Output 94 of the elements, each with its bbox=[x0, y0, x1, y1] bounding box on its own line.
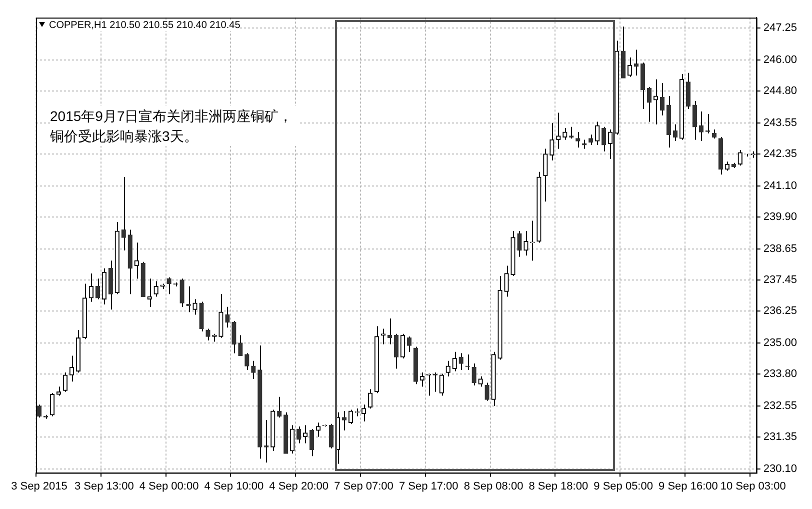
candlestick bbox=[602, 126, 606, 152]
y-tick-label: 242.35 bbox=[763, 148, 798, 160]
x-tick-label: 8 Sep 18:00 bbox=[528, 480, 588, 492]
candlestick bbox=[569, 126, 574, 139]
candlestick bbox=[244, 352, 250, 370]
candlestick bbox=[88, 272, 94, 302]
candlestick bbox=[627, 56, 632, 78]
candlestick bbox=[309, 428, 314, 457]
candlestick bbox=[712, 128, 717, 139]
y-tick-label: 247.25 bbox=[763, 22, 798, 34]
y-tick-label: 243.55 bbox=[763, 117, 798, 130]
y-tick-label: 237.45 bbox=[763, 274, 798, 286]
x-tick-label: 10 Sep 03:00 bbox=[720, 480, 786, 492]
candlestick bbox=[368, 388, 373, 410]
candlestick bbox=[290, 424, 295, 454]
candlestick bbox=[562, 128, 568, 140]
candlestick bbox=[361, 404, 366, 422]
candlestick bbox=[232, 320, 236, 354]
y-tick-label: 235.00 bbox=[763, 336, 798, 349]
candlestick bbox=[446, 360, 450, 377]
candlestick bbox=[166, 276, 172, 295]
y-tick-label: 241.10 bbox=[763, 180, 798, 192]
candlestick bbox=[692, 100, 698, 140]
candlestick bbox=[550, 122, 554, 161]
x-tick-label: 3 Sep 13:00 bbox=[74, 480, 134, 492]
candlestick bbox=[394, 333, 399, 370]
candlestick bbox=[303, 424, 308, 444]
candlestick bbox=[180, 278, 184, 308]
candlestick bbox=[738, 150, 742, 166]
candlestick bbox=[478, 376, 483, 388]
y-tick-label: 231.35 bbox=[763, 430, 798, 443]
y-tick-label: 239.90 bbox=[763, 210, 798, 223]
candlestick bbox=[439, 373, 444, 396]
candlestick bbox=[277, 396, 282, 418]
annotation: 2015年9月7日宣布关闭非洲两座铜矿，铜价受此影响暴涨3天。 bbox=[50, 106, 300, 146]
candlestick bbox=[251, 360, 256, 380]
candlestick bbox=[595, 121, 600, 146]
candlestick bbox=[672, 124, 678, 142]
candlestick bbox=[458, 352, 464, 370]
candlestick bbox=[154, 280, 158, 298]
x-tick-label: 7 Sep 17:00 bbox=[398, 480, 458, 492]
candlestick bbox=[608, 128, 613, 160]
x-tick-label: 4 Sep 20:00 bbox=[269, 480, 329, 492]
candlestick bbox=[342, 410, 347, 431]
candlestick bbox=[328, 423, 334, 449]
x-tick-label: 4 Sep 10:00 bbox=[204, 480, 264, 492]
candlestick bbox=[653, 78, 658, 125]
candlestick bbox=[69, 355, 74, 382]
candlestick bbox=[316, 422, 321, 438]
candlestick bbox=[218, 294, 224, 338]
candlestick bbox=[634, 49, 639, 76]
x-tick-label: 9 Sep 16:00 bbox=[658, 480, 718, 492]
candlestick bbox=[348, 409, 354, 424]
candlestick bbox=[576, 132, 580, 148]
x-tick-label: 8 Sep 08:00 bbox=[464, 480, 524, 492]
candlestick bbox=[406, 336, 412, 352]
candlestick bbox=[646, 86, 652, 122]
candlestick bbox=[524, 230, 528, 256]
candlestick bbox=[588, 134, 594, 146]
candlestick bbox=[206, 328, 210, 341]
candlestick bbox=[225, 306, 230, 328]
candlestick bbox=[504, 265, 509, 298]
candlestick bbox=[420, 372, 424, 388]
candlestick bbox=[556, 112, 561, 150]
candlestick bbox=[452, 351, 457, 372]
y-tick-label: 236.25 bbox=[763, 304, 798, 317]
candlestick bbox=[264, 420, 269, 464]
candlestick bbox=[484, 382, 490, 402]
y-tick-label: 238.65 bbox=[763, 243, 798, 256]
candlestick bbox=[62, 372, 68, 392]
y-tick-label: 246.00 bbox=[763, 54, 798, 66]
candlestick bbox=[192, 298, 198, 316]
candlestick bbox=[400, 333, 406, 359]
candlestick bbox=[186, 286, 191, 313]
y-tick-label: 230.10 bbox=[763, 462, 798, 475]
y-tick-label: 233.80 bbox=[763, 368, 798, 380]
candlestick bbox=[238, 334, 243, 356]
candlestick bbox=[380, 328, 386, 345]
candlestick bbox=[472, 363, 476, 386]
candlestick bbox=[698, 110, 704, 142]
candlestick bbox=[517, 230, 522, 258]
candlestick bbox=[660, 82, 665, 116]
x-tick-label: 9 Sep 05:00 bbox=[594, 480, 653, 492]
x-tick-label: 4 Sep 00:00 bbox=[139, 480, 199, 492]
candlestick bbox=[543, 148, 548, 202]
y-tick-label: 232.55 bbox=[763, 400, 798, 412]
candlestick bbox=[686, 72, 691, 110]
x-tick-label: 3 Sep 2015 bbox=[11, 480, 68, 492]
candlestick bbox=[95, 278, 100, 300]
y-tick-label: 244.80 bbox=[763, 84, 798, 97]
x-tick-label: 7 Sep 07:00 bbox=[334, 480, 394, 492]
candlestick bbox=[50, 392, 55, 417]
chart-title: COPPER,H1 210.50 210.55 210.40 210.45 bbox=[49, 20, 240, 31]
candlestick bbox=[121, 176, 126, 251]
